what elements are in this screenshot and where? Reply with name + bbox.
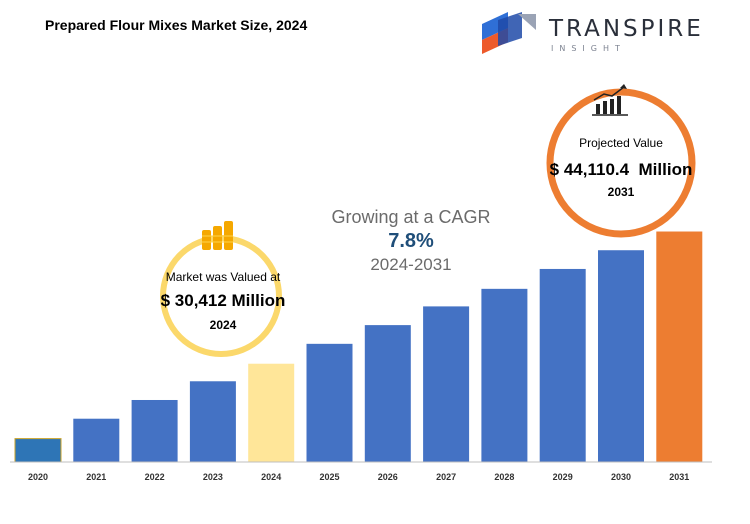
x-tick-label-2025: 2025 xyxy=(319,472,339,482)
projected-amount: $ 44,110.4 Million xyxy=(549,160,693,179)
valued-year: 2024 xyxy=(209,318,237,332)
cagr-value: 7.8% xyxy=(388,230,434,252)
bar-2025 xyxy=(306,343,353,462)
x-tick-label-2027: 2027 xyxy=(436,472,456,482)
bar-2024 xyxy=(248,363,295,462)
transpire-logo: TRANSPIRE INSIGHT xyxy=(478,4,708,62)
bar-2029 xyxy=(539,268,586,462)
x-tick-label-2021: 2021 xyxy=(86,472,106,482)
logo-mark-icon xyxy=(482,12,536,54)
bar-2026 xyxy=(364,325,411,462)
x-tick-label-2028: 2028 xyxy=(494,472,514,482)
projected-year: 2031 xyxy=(607,185,635,199)
bar-2028 xyxy=(481,288,528,462)
bar-2022 xyxy=(131,399,178,462)
cagr-label: Growing at a CAGR xyxy=(331,207,491,227)
x-tick-label-2026: 2026 xyxy=(378,472,398,482)
x-tick-label-2020: 2020 xyxy=(28,472,48,482)
x-tick-label-2029: 2029 xyxy=(553,472,573,482)
bar-2031 xyxy=(656,231,703,462)
x-tick-label-2024: 2024 xyxy=(261,472,281,482)
growth-chart-icon xyxy=(592,84,628,116)
bar-2030 xyxy=(598,250,644,462)
valued-amount: $ 30,412 Million xyxy=(160,291,286,310)
logo-sub-text: INSIGHT xyxy=(551,44,626,53)
cagr-period: 2024-2031 xyxy=(370,255,452,274)
logo-brand-text: TRANSPIRE xyxy=(549,16,704,42)
projected-label: Projected Value xyxy=(579,136,663,150)
valued-label: Market was Valued at xyxy=(165,270,281,284)
x-tick-label-2023: 2023 xyxy=(203,472,223,482)
x-tick-label-2022: 2022 xyxy=(145,472,165,482)
x-tick-label-2031: 2031 xyxy=(669,472,689,482)
bar-2020 xyxy=(14,438,62,463)
chart-title: Prepared Flour Mixes Market Size, 2024 xyxy=(45,17,308,33)
bar-2027 xyxy=(423,306,470,462)
projected-callout-ring xyxy=(546,88,696,238)
x-tick-label-2030: 2030 xyxy=(611,472,631,482)
coin-stack-icon xyxy=(202,221,233,250)
bar-2023 xyxy=(189,381,236,462)
bar-2021 xyxy=(73,418,120,462)
